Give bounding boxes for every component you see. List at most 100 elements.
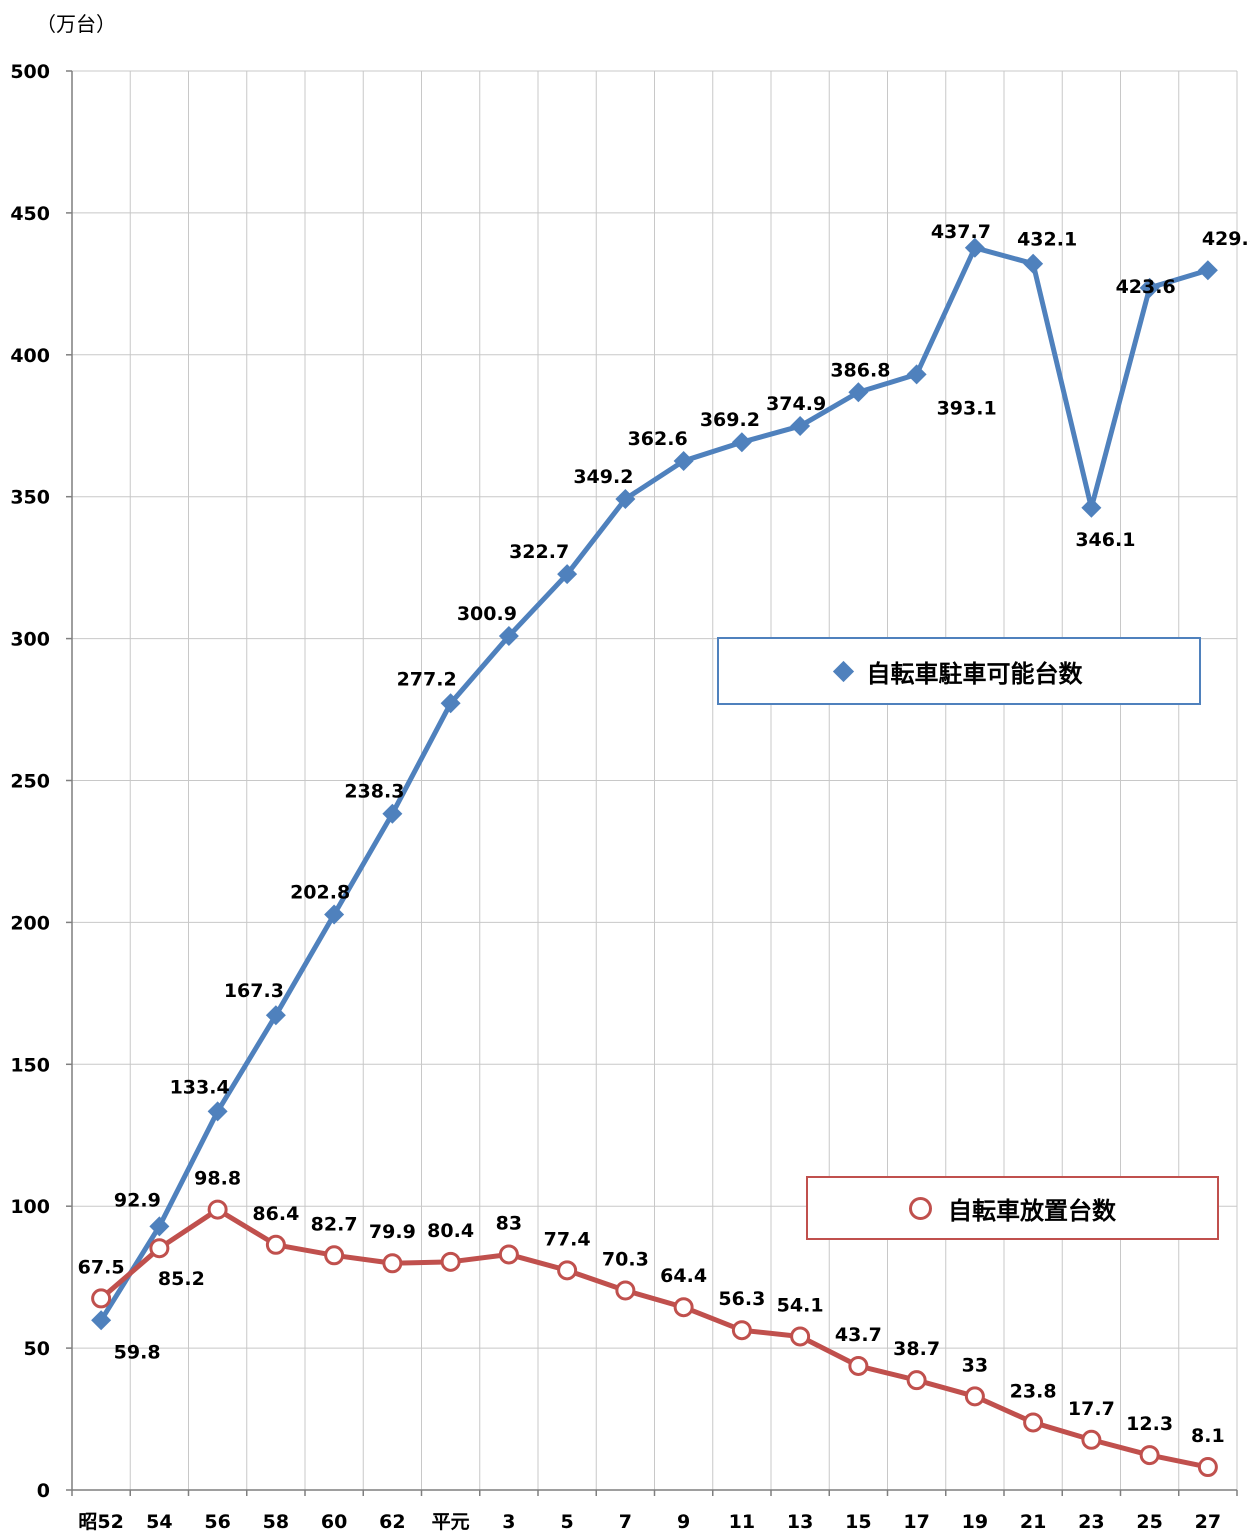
abandoned-point [673, 1297, 694, 1318]
abandoned-data-label: 83 [496, 1212, 522, 1234]
capacity-point [1197, 260, 1218, 281]
abandoned-point [906, 1370, 927, 1391]
capacity-series-line [99, 245, 1209, 1322]
abandoned-data-label: 98.8 [194, 1168, 241, 1190]
capacity-data-label: 238.3 [344, 781, 404, 803]
capacity-point [790, 416, 811, 437]
capacity-data-label: 92.9 [114, 1189, 161, 1211]
capacity-data-label: 423.6 [1116, 276, 1176, 298]
abandoned-data-label: 85.2 [158, 1268, 205, 1290]
abandoned-data-label: 82.7 [311, 1213, 358, 1235]
capacity-point [207, 1101, 228, 1122]
x-tick-label: 21 [1020, 1511, 1046, 1533]
circle-marker-icon [909, 1196, 932, 1220]
y-tick-label: 100 [10, 1196, 50, 1218]
y-axis-unit-label: （万台） [36, 12, 116, 36]
abandoned-data-label: 12.3 [1126, 1413, 1173, 1435]
x-tick-label: 7 [619, 1511, 632, 1533]
x-tick-label: 27 [1195, 1511, 1221, 1533]
capacity-data-label: 133.4 [170, 1076, 230, 1098]
abandoned-point [265, 1234, 286, 1255]
y-tick-label: 500 [10, 61, 50, 83]
abandoned-data-label: 38.7 [893, 1338, 940, 1360]
capacity-point [91, 1310, 112, 1331]
abandoned-data-label: 56.3 [718, 1288, 765, 1310]
legend-abandoned: 自転車放置台数 [806, 1176, 1219, 1240]
abandoned-point [615, 1280, 636, 1301]
x-tick-label: 9 [677, 1511, 690, 1533]
capacity-data-label: 429.8 [1202, 228, 1250, 250]
capacity-point [906, 364, 927, 385]
x-tick-label: 56 [204, 1511, 230, 1533]
y-tick-label: 300 [10, 629, 50, 651]
y-tick-label: 150 [10, 1054, 50, 1076]
abandoned-data-label: 77.4 [544, 1228, 591, 1250]
x-tick-label: 60 [321, 1511, 347, 1533]
data-labels: 59.8 92.9 133.4 167.3 202.8 238.3 277.2 300.9 32… [78, 221, 1250, 1447]
grid-lines [72, 70, 1238, 1490]
capacity-data-label: 202.8 [290, 881, 350, 903]
abandoned-data-label: 64.4 [660, 1265, 707, 1287]
capacity-data-label: 277.2 [397, 668, 457, 690]
capacity-point [673, 450, 694, 471]
capacity-data-label: 349.2 [573, 466, 633, 488]
x-tick-labels: 昭52 54 56 58 60 62 平元 3 5 7 9 11 13 15 17 19 21 23 25 27 [78, 1511, 1221, 1533]
y-tick-label: 350 [10, 487, 50, 509]
capacity-data-label: 393.1 [937, 397, 997, 419]
capacity-point [382, 803, 403, 824]
abandoned-data-label: 80.4 [427, 1220, 474, 1242]
x-tick-label: 平元 [432, 1511, 470, 1533]
legend-capacity: 自転車駐車可能台数 [717, 637, 1201, 705]
capacity-data-label: 322.7 [509, 541, 569, 563]
diamond-marker-icon [832, 660, 854, 682]
x-tick-label: 54 [146, 1511, 172, 1533]
capacity-data-label: 167.3 [224, 980, 284, 1002]
abandoned-point [557, 1260, 578, 1281]
capacity-data-label: 437.7 [931, 221, 991, 243]
series [91, 237, 1218, 1478]
x-tick-label: 15 [845, 1511, 871, 1533]
capacity-data-label: 369.2 [700, 409, 760, 431]
x-tick-label: 58 [263, 1511, 289, 1533]
abandoned-data-label: 33 [962, 1354, 988, 1376]
capacity-point [324, 904, 345, 925]
x-tick-label: 11 [729, 1511, 755, 1533]
x-tick-label: 昭52 [78, 1511, 123, 1533]
abandoned-data-label: 8.1 [1191, 1425, 1225, 1447]
abandoned-point [498, 1244, 519, 1265]
y-tick-label: 50 [24, 1338, 50, 1360]
capacity-point [1081, 497, 1102, 518]
y-tick-label: 200 [10, 912, 50, 934]
abandoned-point [1139, 1445, 1160, 1466]
abandoned-point [964, 1386, 985, 1407]
capacity-point [731, 432, 752, 453]
abandoned-point [1197, 1457, 1218, 1478]
capacity-point [265, 1005, 286, 1026]
x-tick-label: 3 [502, 1511, 515, 1533]
y-tick-label: 450 [10, 203, 50, 225]
capacity-data-label: 300.9 [457, 603, 517, 625]
y-tick-label: 0 [37, 1480, 50, 1502]
abandoned-point [324, 1245, 345, 1266]
capacity-point [848, 382, 869, 403]
x-tick-label: 62 [379, 1511, 405, 1533]
abandoned-point [731, 1320, 752, 1341]
capacity-point [964, 237, 985, 258]
abandoned-data-label: 17.7 [1068, 1398, 1115, 1420]
capacity-point [557, 564, 578, 585]
capacity-point [498, 626, 519, 647]
capacity-data-label: 346.1 [1075, 529, 1135, 551]
abandoned-data-label: 43.7 [835, 1324, 882, 1346]
y-tick-label: 250 [10, 771, 50, 793]
x-tick-label: 17 [903, 1511, 929, 1533]
y-tick-label: 400 [10, 345, 50, 367]
abandoned-point [91, 1288, 112, 1309]
abandoned-point [848, 1355, 869, 1376]
x-tick-label: 23 [1078, 1511, 1104, 1533]
capacity-data-label: 386.8 [830, 359, 890, 381]
abandoned-data-label: 67.5 [78, 1256, 125, 1278]
capacity-data-label: 362.6 [628, 428, 688, 450]
capacity-data-label: 374.9 [766, 393, 826, 415]
abandoned-point [440, 1251, 461, 1272]
